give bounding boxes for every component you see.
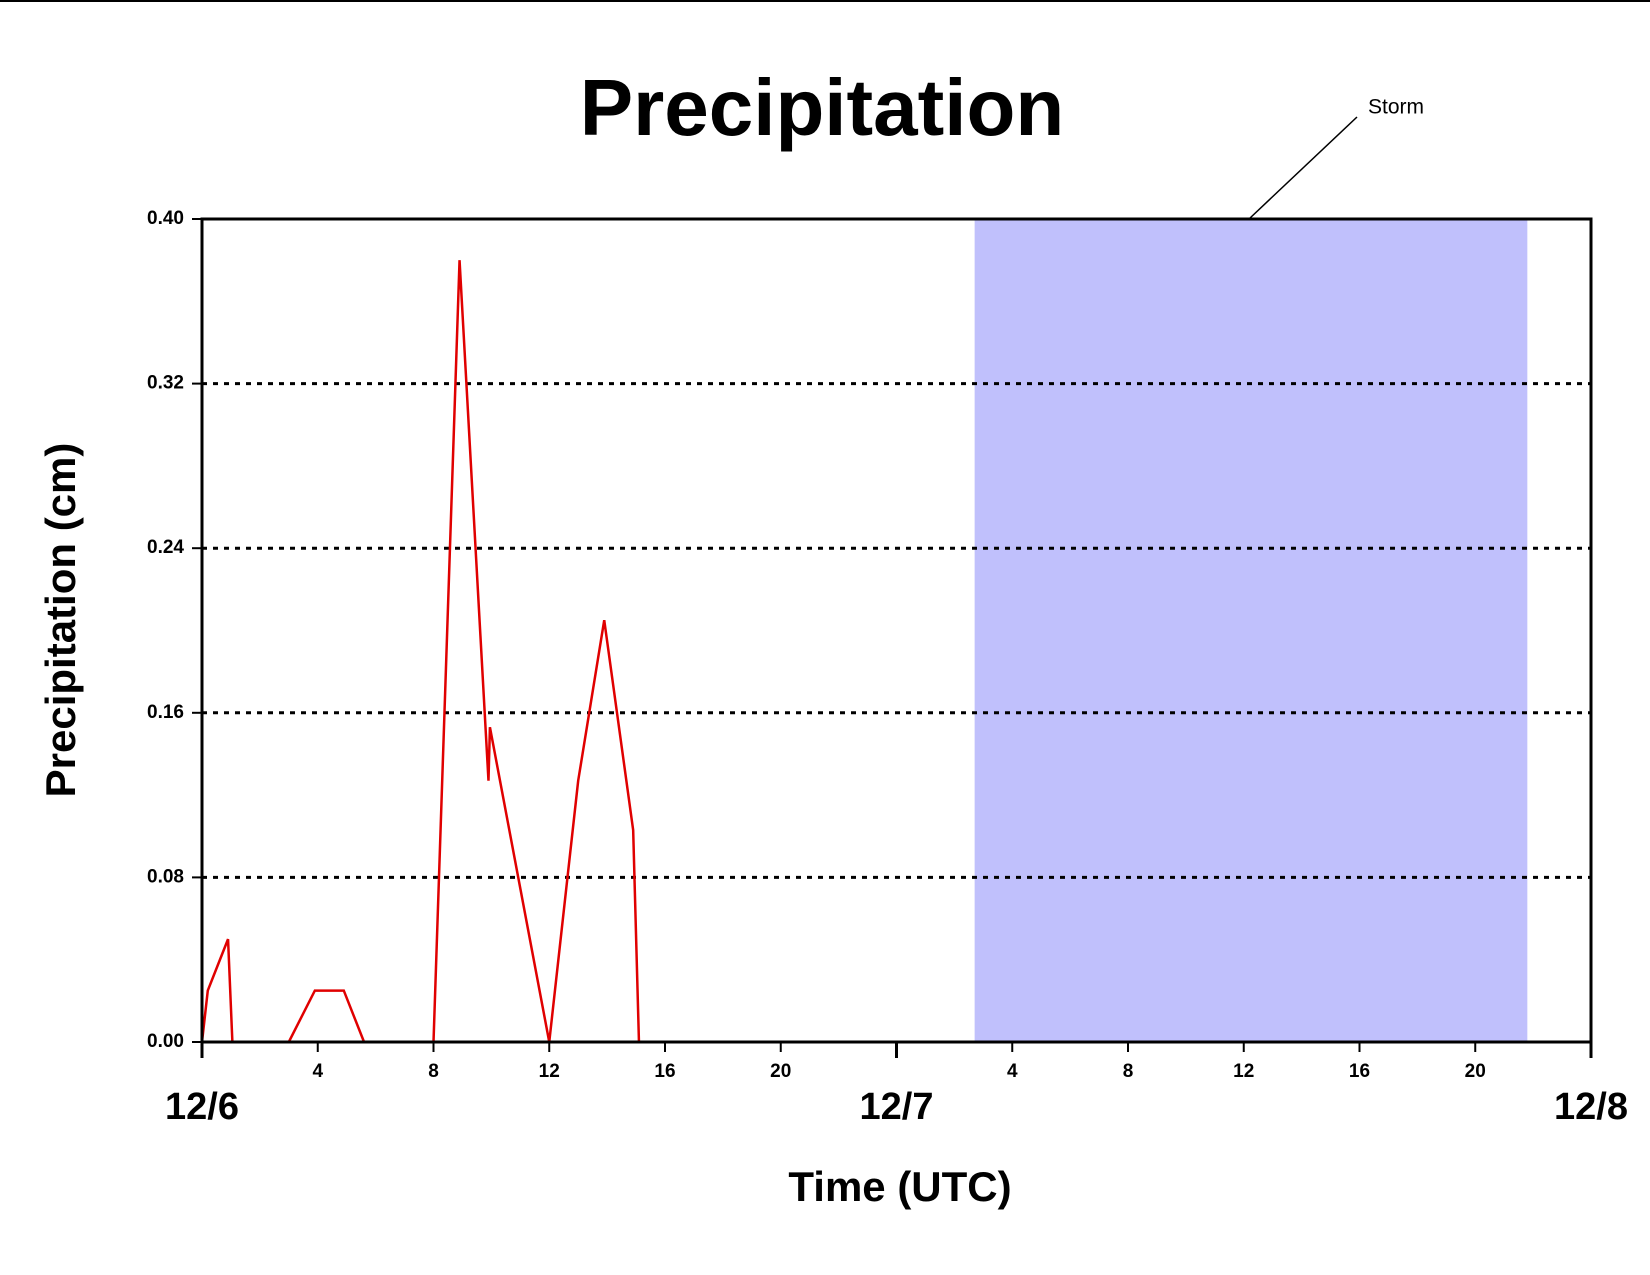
- x-tick-label: 16: [654, 1061, 675, 1082]
- x-axis-title: Time (UTC): [788, 1163, 1011, 1210]
- y-tick-label: 0.24: [147, 537, 184, 558]
- date-label: 12/8: [1554, 1086, 1628, 1128]
- plot-frame: [200, 217, 1593, 1044]
- annotation-label: Storm: [1368, 96, 1424, 119]
- date-label: 12/7: [860, 1086, 934, 1128]
- x-tick-label: 16: [1349, 1061, 1370, 1082]
- x-tick-label: 12: [539, 1061, 560, 1082]
- y-tick-label: 0.08: [147, 866, 184, 887]
- y-tick-label: 0.00: [147, 1031, 184, 1052]
- x-tick-label: 12: [1233, 1061, 1254, 1082]
- y-tick-label: 0.16: [147, 702, 184, 723]
- x-tick-label: 8: [1123, 1061, 1134, 1082]
- chart-title: Precipitation: [580, 63, 1065, 152]
- precip-line: [200, 260, 1591, 1044]
- storm-region: [974, 219, 1528, 1042]
- annotation-leader: [1248, 116, 1358, 220]
- date-label: 12/6: [165, 1086, 239, 1128]
- x-tick-label: 8: [428, 1061, 439, 1082]
- x-tick-label: 20: [1465, 1061, 1486, 1082]
- y-tick-label: 0.32: [147, 373, 184, 394]
- x-tick-label: 20: [770, 1061, 791, 1082]
- y-tick-label: 0.40: [147, 208, 184, 229]
- x-tick-label: 4: [312, 1061, 323, 1082]
- x-tick-label: 4: [1007, 1061, 1018, 1082]
- y-axis-title: Precipitation (cm): [37, 443, 84, 798]
